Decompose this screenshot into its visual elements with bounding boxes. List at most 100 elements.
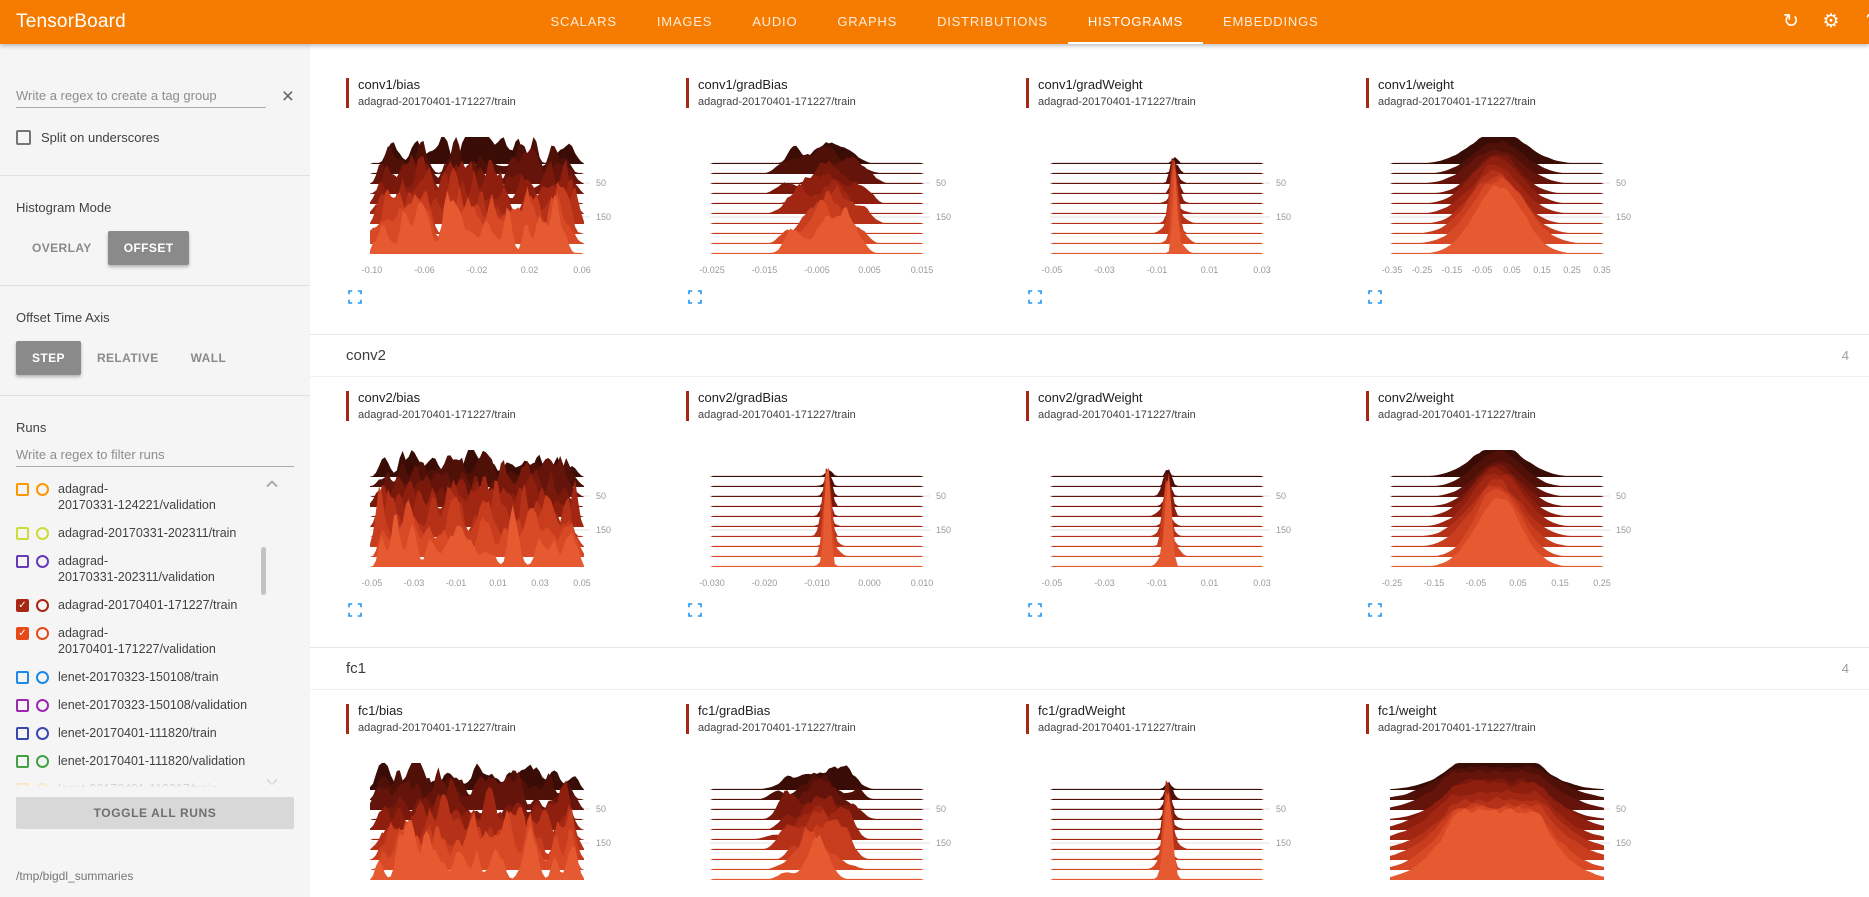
run-item[interactable]: lenet-20170401-112317/train <box>16 775 258 787</box>
histogram-chart[interactable]: 50 150 <box>1366 750 1666 897</box>
tag-regex-input[interactable] <box>16 84 266 108</box>
run-checkbox[interactable]: ✓ <box>16 599 29 612</box>
help-icon[interactable]: ? <box>1851 0 1869 44</box>
offset-axis-step-button[interactable]: STEP <box>16 341 81 375</box>
histogram-chart[interactable]: 50 150 -0.05 -0.03 -0.01 0.01 0.03 <box>1026 437 1326 597</box>
histogram-mode-offset-button[interactable]: OFFSET <box>107 231 190 265</box>
expand-card-icon[interactable] <box>348 290 362 304</box>
run-label: lenet-20170401-111820/train <box>58 726 217 740</box>
svg-text:0.01: 0.01 <box>489 578 507 588</box>
run-radio[interactable] <box>36 671 49 684</box>
expand-card-icon[interactable] <box>1368 603 1382 617</box>
svg-text:0.015: 0.015 <box>911 265 934 275</box>
tab-audio[interactable]: AUDIO <box>752 13 798 29</box>
run-checkbox[interactable] <box>16 483 29 496</box>
runs-filter-input[interactable] <box>16 443 294 467</box>
histogram-card: conv1/gradBias adagrad-20170401-171227/tr… <box>686 77 986 304</box>
tab-histograms[interactable]: HISTOGRAMS <box>1067 0 1204 44</box>
card-title: fc1/bias <box>358 702 403 718</box>
histogram-chart[interactable]: 50 150 -0.025 -0.015 -0.005 0.005 0.015 <box>686 124 986 284</box>
split-underscores-checkbox[interactable] <box>16 130 31 145</box>
svg-text:-0.05: -0.05 <box>1466 578 1487 588</box>
histogram-chart[interactable]: 50 150 -0.030 -0.020 -0.010 0.000 0.010 <box>686 437 986 597</box>
run-item[interactable]: ✓ adagrad-20170401-171227/train <box>16 591 258 619</box>
card-title: conv2/gradBias <box>698 389 788 405</box>
runs-scrollbar-thumb[interactable] <box>261 547 266 595</box>
run-checkbox[interactable] <box>16 699 29 712</box>
tab-scalars[interactable]: SCALARS <box>550 13 617 29</box>
offset-axis-wall-button[interactable]: WALL <box>190 351 227 365</box>
histogram-mode-overlay-button[interactable]: OVERLAY <box>32 241 92 255</box>
run-radio[interactable] <box>36 599 49 612</box>
section-header[interactable]: conv2 4 <box>310 335 1869 377</box>
run-label: lenet-20170401-112317/train <box>58 781 218 787</box>
histogram-chart[interactable]: 50 150 -0.05 -0.03 -0.01 0.01 0.03 0.05 <box>346 437 646 597</box>
expand-card-icon[interactable] <box>348 603 362 617</box>
card-title-block: conv2/gradBias adagrad-20170401-171227/tr… <box>686 389 986 421</box>
section-header[interactable]: fc1 4 <box>310 648 1869 690</box>
histogram-chart[interactable]: 50 150 -0.35 -0.25 -0.15 -0.05 0.05 0.15 0.25 0.3… <box>1366 124 1666 284</box>
run-item[interactable]: lenet-20170323-150108/validation <box>16 691 258 719</box>
histogram-chart[interactable]: 50 150 <box>686 750 986 897</box>
run-checkbox[interactable] <box>16 783 29 787</box>
run-label: adagrad- 20170331-124221/validation <box>58 482 216 512</box>
svg-text:-0.10: -0.10 <box>362 265 383 275</box>
run-radio[interactable] <box>36 783 49 787</box>
run-item[interactable]: lenet-20170401-111820/train <box>16 719 258 747</box>
run-checkbox[interactable] <box>16 555 29 568</box>
run-radio[interactable] <box>36 555 49 568</box>
histogram-card: fc1/bias adagrad-20170401-171227/train 50 1… <box>346 702 646 897</box>
run-checkbox[interactable] <box>16 755 29 768</box>
tab-graphs[interactable]: GRAPHS <box>837 13 898 29</box>
expand-card-icon[interactable] <box>688 290 702 304</box>
expand-card-icon[interactable] <box>1028 603 1042 617</box>
histogram-chart[interactable]: 50 150 -0.10 -0.06 -0.02 0.02 0.06 <box>346 124 646 284</box>
histogram-chart[interactable]: 50 150 -0.05 -0.03 -0.01 0.01 0.03 <box>1026 124 1326 284</box>
histogram-chart[interactable]: 50 150 <box>346 750 646 897</box>
tab-images[interactable]: IMAGES <box>656 13 713 29</box>
expand-card-icon[interactable] <box>1028 290 1042 304</box>
svg-text:0.05: 0.05 <box>1509 578 1527 588</box>
tab-embeddings[interactable]: EMBEDDINGS <box>1223 13 1319 29</box>
section-card-count: 4 <box>1841 660 1849 676</box>
tab-distributions[interactable]: DISTRIBUTIONS <box>937 13 1048 29</box>
run-radio[interactable] <box>36 755 49 768</box>
run-radio[interactable] <box>36 699 49 712</box>
run-checkbox[interactable] <box>16 727 29 740</box>
run-label: adagrad-20170401-171227/train <box>58 598 238 612</box>
histogram-chart[interactable]: 50 150 -0.25 -0.15 -0.05 0.05 0.15 0.25 <box>1366 437 1666 597</box>
card-title: conv1/weight <box>1378 77 1454 92</box>
clear-filter-icon[interactable]: × <box>281 84 294 108</box>
card-row: fc1/bias adagrad-20170401-171227/train 50 1… <box>310 690 1869 897</box>
run-item[interactable]: lenet-20170323-150108/train <box>16 663 258 691</box>
histogram-chart[interactable]: 50 150 <box>1026 750 1326 897</box>
settings-gear-icon[interactable]: ⚙ <box>1822 11 1840 32</box>
card-title: conv2/bias <box>358 389 421 405</box>
refresh-icon[interactable]: ↻ <box>1783 11 1799 32</box>
run-item[interactable]: adagrad-20170331-202311/train <box>16 519 258 547</box>
run-item[interactable]: ✓ adagrad- 20170401-171227/validation <box>16 619 258 663</box>
runs-rows: adagrad- 20170331-124221/validation adagr… <box>16 475 294 787</box>
run-item[interactable]: lenet-20170401-111820/validation <box>16 747 258 775</box>
card-title: fc1/weight <box>1378 702 1437 718</box>
run-item[interactable]: adagrad- 20170331-124221/validation <box>16 475 258 519</box>
scroll-up-icon[interactable] <box>266 475 278 488</box>
expand-card-icon[interactable] <box>1368 290 1382 304</box>
run-radio[interactable] <box>36 483 49 496</box>
run-radio[interactable] <box>36 627 49 640</box>
run-label: adagrad- 20170401-171227/validation <box>58 626 216 656</box>
toggle-all-runs-button[interactable]: TOGGLE ALL RUNS <box>16 797 294 829</box>
run-checkbox[interactable] <box>16 527 29 540</box>
svg-text:50: 50 <box>1616 178 1626 188</box>
svg-text:150: 150 <box>1616 525 1631 535</box>
run-radio[interactable] <box>36 727 49 740</box>
run-item[interactable]: adagrad- 20170331-202311/validation <box>16 547 258 591</box>
run-checkbox[interactable] <box>16 671 29 684</box>
offset-axis-relative-button[interactable]: RELATIVE <box>96 351 159 365</box>
split-underscores-option[interactable]: Split on underscores <box>16 130 294 145</box>
scroll-down-icon[interactable] <box>266 773 278 786</box>
run-radio[interactable] <box>36 527 49 540</box>
expand-card-icon[interactable] <box>688 603 702 617</box>
card-run-name: adagrad-20170401-171227/train <box>358 721 516 734</box>
run-checkbox[interactable]: ✓ <box>16 627 29 640</box>
